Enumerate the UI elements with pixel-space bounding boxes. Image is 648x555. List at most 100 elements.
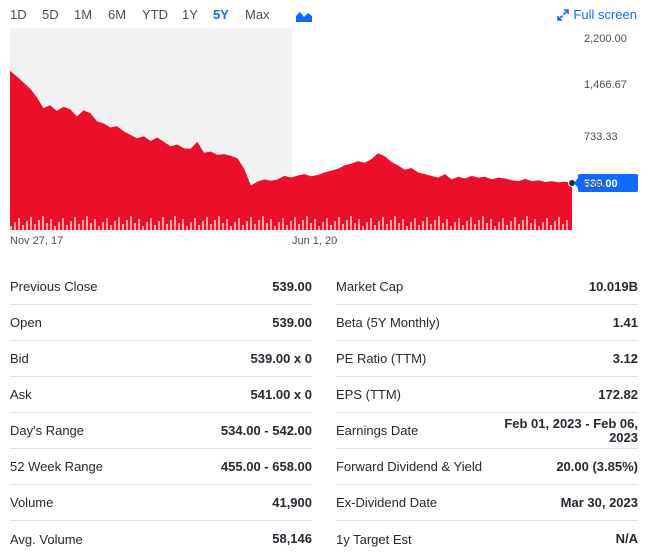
- stat-label: Bid: [10, 351, 29, 366]
- range-max-button[interactable]: Max: [245, 7, 270, 22]
- volume-bar: [198, 225, 200, 230]
- volume-bar: [362, 226, 364, 230]
- volume-bar: [202, 221, 204, 230]
- stat-value: 534.00 - 542.00: [220, 422, 312, 438]
- volume-bar: [22, 225, 24, 230]
- x-tick-label: Nov 27, 17: [10, 235, 63, 247]
- chart-toolbar: 1D 5D 1M 6M YTD 1Y 5Y Max Full screen: [0, 0, 648, 30]
- stat-label: Previous Close: [10, 279, 98, 294]
- volume-bar: [534, 219, 536, 230]
- volume-bar: [270, 219, 272, 230]
- fullscreen-button[interactable]: Full screen: [557, 7, 637, 22]
- volume-bar: [382, 217, 384, 230]
- volume-bar: [538, 226, 540, 230]
- price-chart[interactable]: 539.00 2,200.00 1,466.67 733.33 0.00 Nov 27, …: [0, 28, 648, 250]
- volume-bar: [50, 219, 52, 230]
- volume-bar: [162, 217, 164, 230]
- volume-bar: [478, 220, 480, 230]
- volume-bar: [486, 223, 488, 230]
- stat-row: Day's Range 534.00 - 542.00: [10, 413, 312, 449]
- volume-bar: [394, 216, 396, 230]
- mountain-chart-icon[interactable]: [296, 10, 312, 22]
- volume-bar: [502, 218, 504, 230]
- stat-value: 41,900: [272, 494, 312, 510]
- range-1y-button[interactable]: 1Y: [182, 7, 198, 22]
- stat-row: Forward Dividend & Yield 20.00 (3.85%): [336, 449, 638, 485]
- range-1m-button[interactable]: 1M: [74, 7, 93, 22]
- volume-bar: [54, 226, 56, 230]
- y-tick-label: 1,466.67: [584, 79, 627, 91]
- volume-bar: [110, 225, 112, 230]
- stat-row: EPS (TTM) 172.82: [336, 377, 638, 413]
- range-ytd-button[interactable]: YTD: [142, 7, 168, 22]
- range-5d-button[interactable]: 5D: [42, 7, 59, 22]
- volume-bar: [554, 221, 556, 230]
- stat-value: 455.00 - 658.00: [220, 458, 312, 474]
- stat-row: Volume 41,900: [10, 485, 312, 521]
- volume-bar: [310, 223, 312, 230]
- volume-bar: [10, 226, 12, 230]
- volume-bar: [234, 222, 236, 230]
- volume-bar: [138, 219, 140, 230]
- stat-label: Beta (5Y Monthly): [336, 315, 440, 330]
- range-6m-button[interactable]: 6M: [108, 7, 127, 22]
- stat-label: Volume: [10, 495, 54, 510]
- volume-bar: [506, 225, 508, 230]
- range-5y-button[interactable]: 5Y: [213, 7, 229, 22]
- volume-bar: [86, 216, 88, 230]
- stat-row: Previous Close 539.00: [10, 269, 312, 305]
- volume-bar: [390, 220, 392, 230]
- volume-bar: [474, 224, 476, 230]
- volume-bar: [274, 226, 276, 230]
- volume-bar: [458, 218, 460, 230]
- volume-bar: [62, 218, 64, 230]
- volume-bar: [46, 223, 48, 230]
- volume-bar: [546, 218, 548, 230]
- volume-bar: [410, 222, 412, 230]
- volume-bar: [182, 219, 184, 230]
- expand-arrows-icon: [557, 8, 570, 21]
- stat-label: Earnings Date: [336, 423, 419, 438]
- volume-bar: [318, 226, 320, 230]
- current-price-tag-pointer: [574, 177, 578, 188]
- stat-label: Open: [10, 315, 42, 330]
- stat-row: Earnings Date Feb 01, 2023 - Feb 06, 2023: [336, 413, 638, 449]
- volume-bar: [38, 220, 40, 230]
- volume-bar: [522, 220, 524, 230]
- stat-value: 3.12: [612, 350, 638, 366]
- price-area: [10, 70, 572, 230]
- volume-bar: [294, 217, 296, 230]
- volume-bar: [386, 224, 388, 230]
- stat-label: Day's Range: [10, 423, 85, 438]
- volume-bar: [254, 224, 256, 230]
- volume-bar: [438, 216, 440, 230]
- volume-bar: [82, 220, 84, 230]
- volume-bar: [314, 219, 316, 230]
- y-tick-label: 733.33: [584, 131, 618, 143]
- volume-bar: [526, 216, 528, 230]
- stat-value: 172.82: [598, 386, 638, 402]
- volume-bar: [398, 223, 400, 230]
- volume-bar: [454, 222, 456, 230]
- range-1d-button[interactable]: 1D: [10, 7, 27, 22]
- volume-bar: [326, 218, 328, 230]
- stat-value: Feb 01, 2023 - Feb 06, 2023: [504, 415, 638, 445]
- price-chart-svg: 539.00 2,200.00 1,466.67 733.33 0.00 Nov 27, …: [10, 28, 638, 247]
- volume-bar: [226, 219, 228, 230]
- volume-bar: [178, 223, 180, 230]
- volume-bar: [462, 225, 464, 230]
- stat-label: PE Ratio (TTM): [336, 351, 427, 366]
- stat-row: Ex-Dividend Date Mar 30, 2023: [336, 485, 638, 521]
- stat-value: 10.019B: [588, 278, 638, 294]
- volume-bar: [342, 224, 344, 230]
- stat-row: Open 539.00: [10, 305, 312, 341]
- y-tick-label: 0.00: [584, 179, 605, 191]
- stat-value: 1.41: [612, 314, 638, 330]
- stat-label: EPS (TTM): [336, 387, 401, 402]
- volume-bar: [306, 216, 308, 230]
- quote-summary-right-column: Market Cap 10.019B Beta (5Y Monthly) 1.41 PE…: [336, 269, 638, 555]
- volume-bar: [34, 224, 36, 230]
- volume-bar: [42, 216, 44, 230]
- volume-bar: [414, 218, 416, 230]
- volume-bar: [106, 218, 108, 230]
